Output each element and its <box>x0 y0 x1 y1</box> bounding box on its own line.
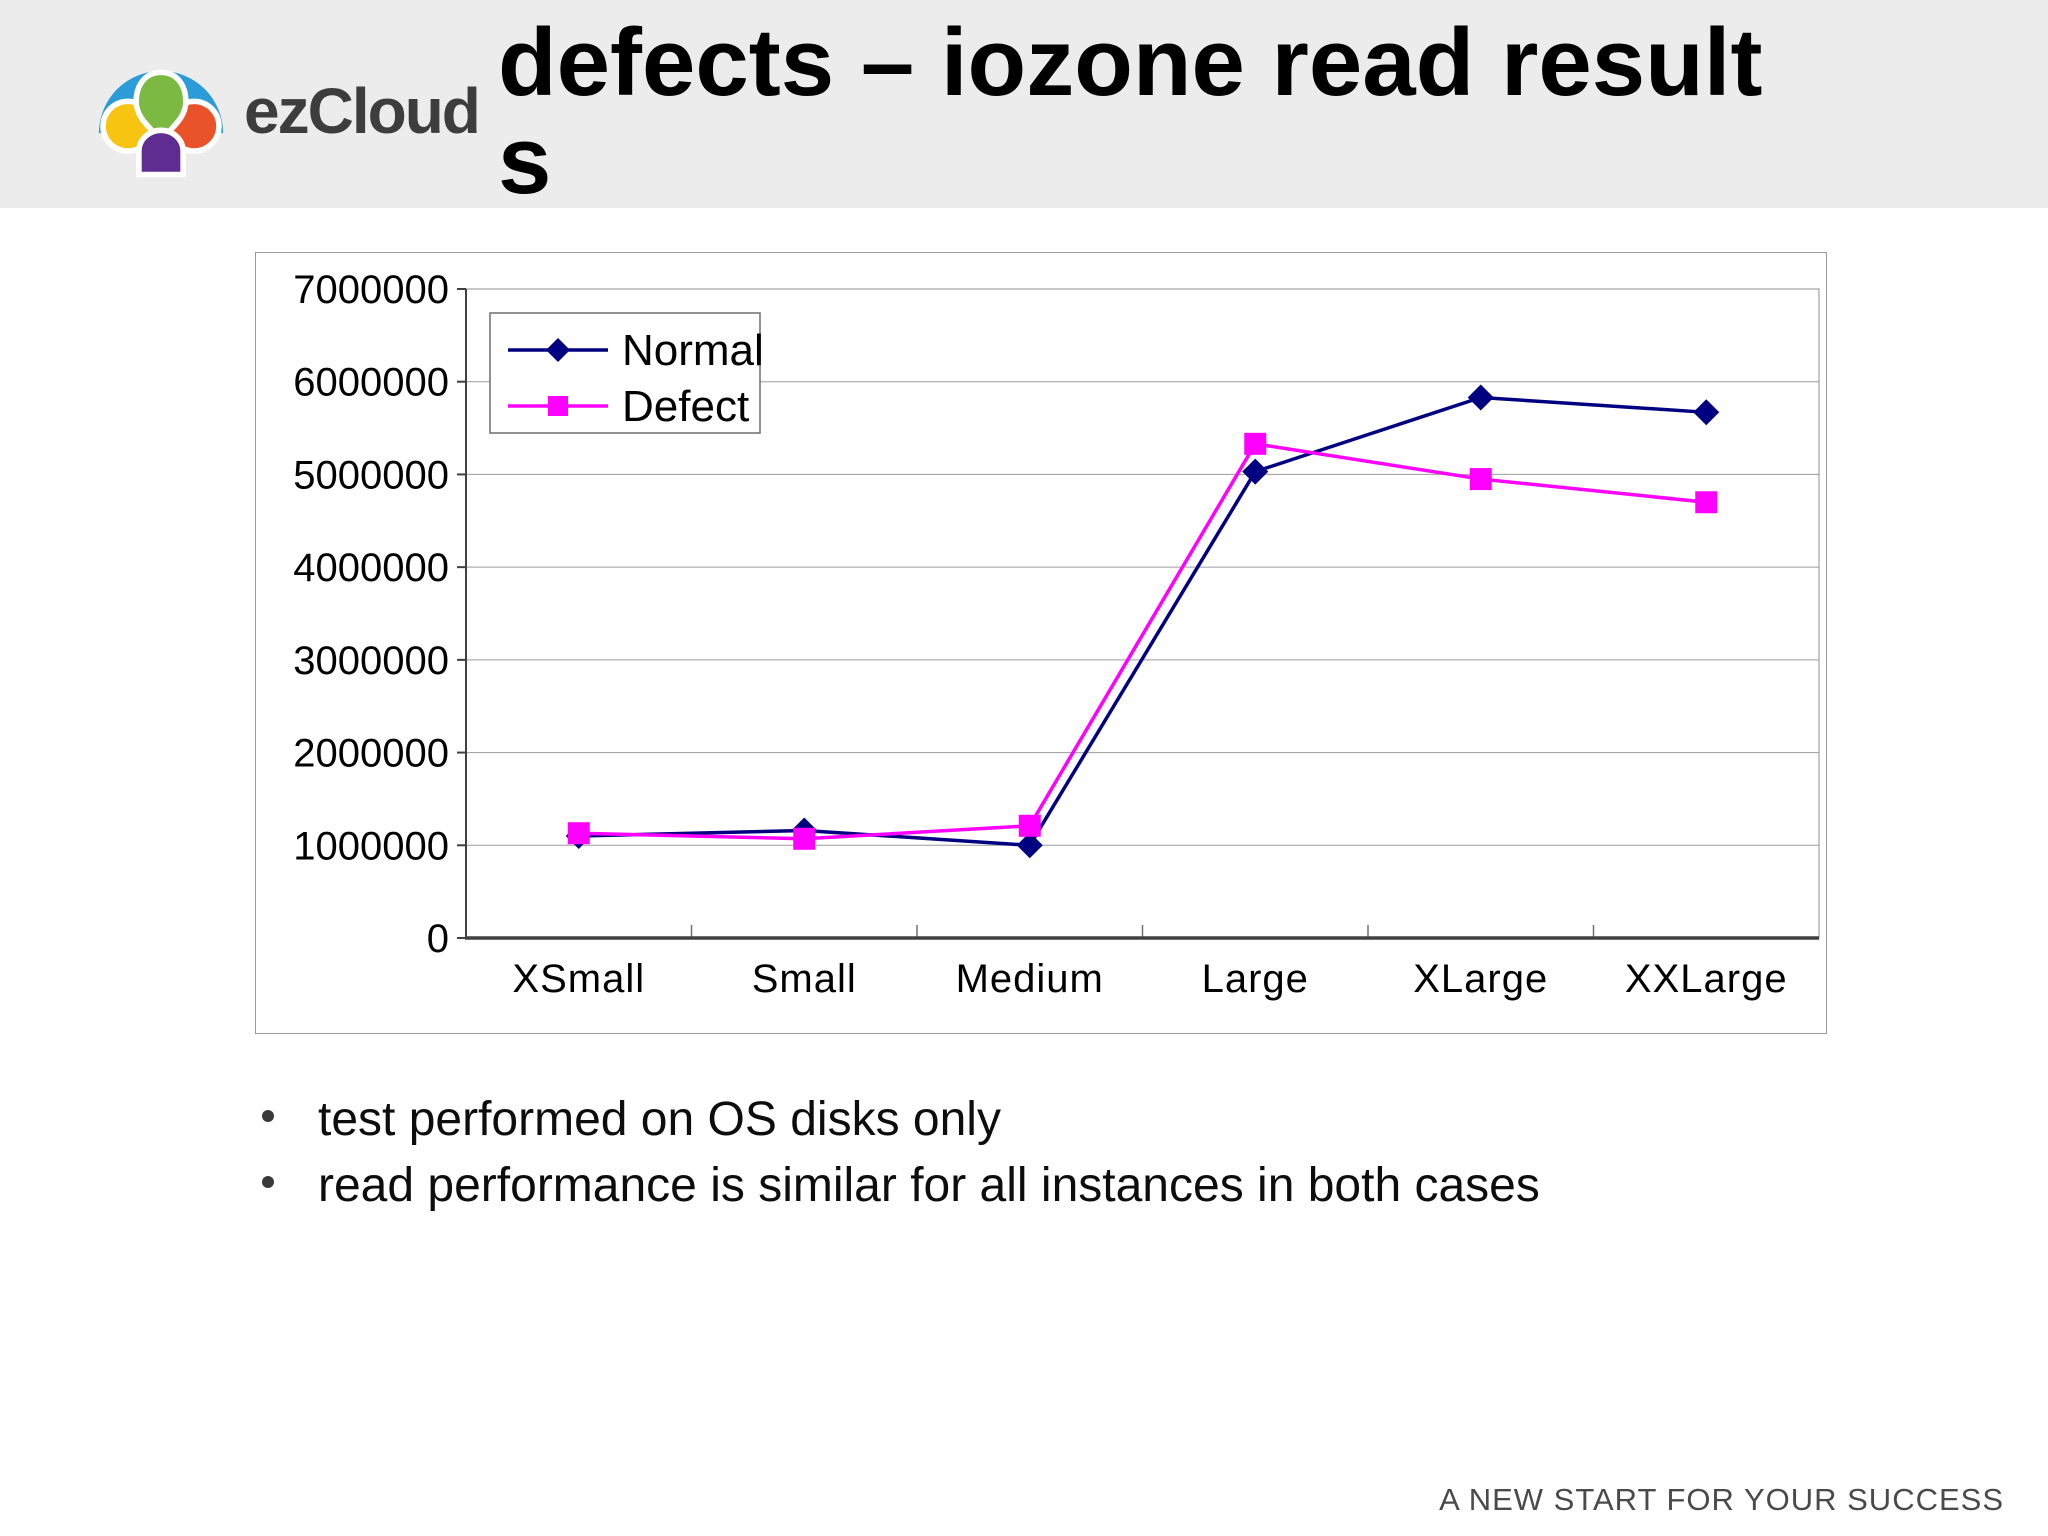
data-point-marker <box>793 827 816 850</box>
x-axis-label: Medium <box>956 957 1104 1001</box>
slide-title: defects – iozone read results <box>498 9 1763 214</box>
series-line-defect <box>578 441 1707 841</box>
series-line-normal <box>578 395 1707 848</box>
logo-purple-balloon <box>136 127 186 178</box>
x-axis-label: XXLarge <box>1625 957 1788 1001</box>
bullet-text: read performance is similar for all inst… <box>318 1159 1540 1212</box>
y-axis-label: 0 <box>427 917 449 961</box>
y-axis-label: 6000000 <box>293 361 449 405</box>
y-axis-label: 5000000 <box>293 453 449 497</box>
legend-marker-icon <box>546 338 570 362</box>
bullet-list: test performed on OS disks only read per… <box>262 1092 1540 1224</box>
x-axis-label: Large <box>1202 957 1309 1001</box>
legend-label: Defect <box>622 382 749 431</box>
ezcloud-logo: ezCloud <box>92 42 481 180</box>
data-point-marker <box>1242 458 1269 485</box>
bullet-icon <box>262 1110 274 1122</box>
ezcloud-logo-icon <box>98 69 224 178</box>
x-axis-label: XSmall <box>512 957 645 1001</box>
x-axis-label: XLarge <box>1413 957 1548 1001</box>
data-point-marker <box>1244 432 1267 455</box>
legend-label: Normal <box>622 326 764 375</box>
data-point-marker <box>1467 384 1494 411</box>
legend-marker-icon <box>548 396 568 416</box>
legend-box <box>489 312 761 434</box>
bullet-item: test performed on OS disks only <box>262 1092 1540 1148</box>
y-axis-label: 3000000 <box>293 639 449 683</box>
data-point-marker <box>1469 468 1492 491</box>
data-point-marker <box>1693 399 1720 426</box>
y-axis-label: 7000000 <box>293 268 449 312</box>
bullet-item: read performance is similar for all inst… <box>262 1158 1540 1214</box>
footer-tagline: A NEW START FOR YOUR SUCCESS <box>1439 1482 2004 1517</box>
y-axis-label: 1000000 <box>293 824 449 868</box>
data-point-marker <box>1016 832 1043 859</box>
data-point-marker <box>1018 814 1041 837</box>
bullet-icon <box>262 1176 274 1188</box>
y-axis-label: 4000000 <box>293 546 449 590</box>
data-point-marker <box>1695 491 1718 514</box>
x-axis-label: Small <box>752 957 857 1001</box>
ezcloud-logo-text: ezCloud <box>244 75 481 147</box>
header-band: ezCloud defects – iozone read results <box>0 0 2048 214</box>
data-point-marker <box>567 822 590 845</box>
chart-container: 0 1000000 2000000 3000000 4000000 5000000 6000… <box>255 252 1827 1034</box>
bullet-text: test performed on OS disks only <box>318 1093 1001 1146</box>
chart-svg: 0 1000000 2000000 3000000 4000000 5000000 6000… <box>293 268 1820 1001</box>
y-axis-label: 2000000 <box>293 732 449 776</box>
